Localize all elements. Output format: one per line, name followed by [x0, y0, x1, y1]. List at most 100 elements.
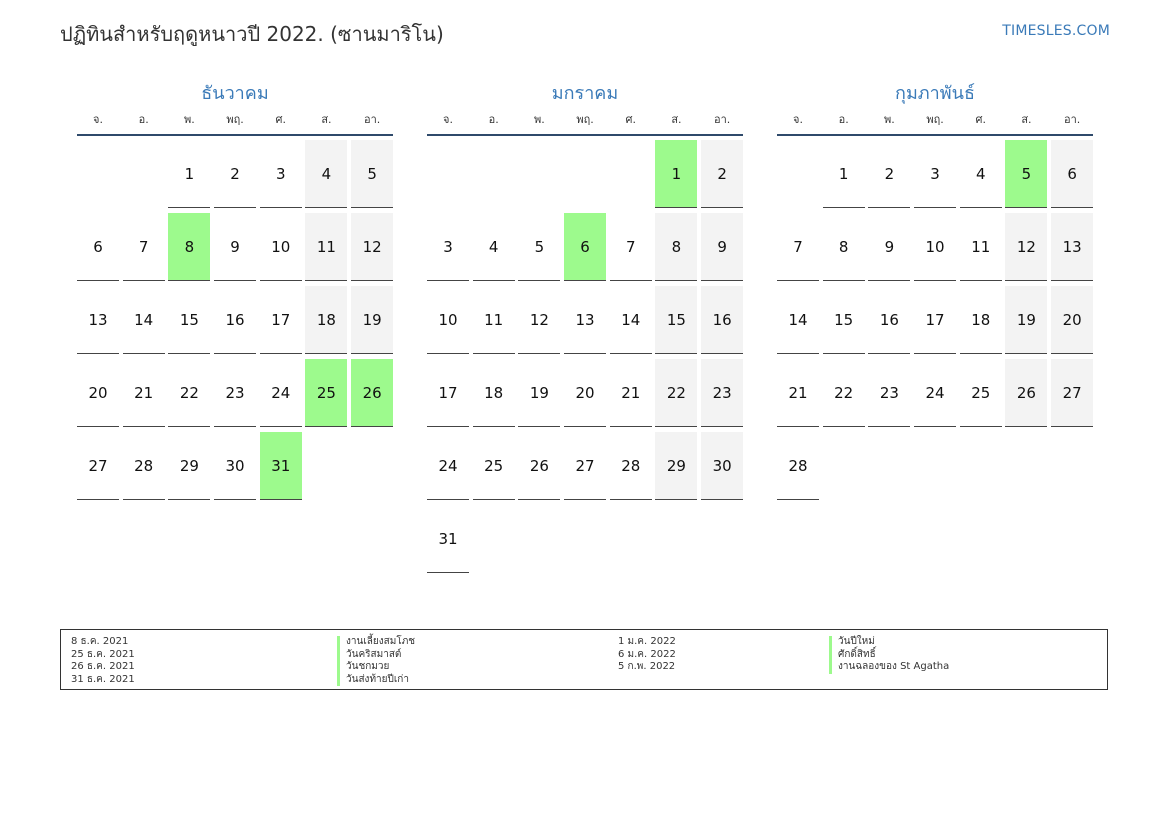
- day-cell[interactable]: 25: [472, 432, 515, 500]
- legend-holiday-name: ศักดิ์สิทธิ์: [829, 648, 949, 661]
- day-cell[interactable]: 8: [822, 213, 865, 281]
- day-cell[interactable]: 25: [959, 359, 1002, 427]
- holiday-day-cell[interactable]: 8: [168, 213, 211, 281]
- day-cell[interactable]: 23: [701, 359, 744, 427]
- day-cell[interactable]: 10: [914, 213, 957, 281]
- day-cell[interactable]: 17: [259, 286, 302, 354]
- day-cell[interactable]: 13: [1051, 213, 1094, 281]
- brand-link[interactable]: TIMESLES.COM: [1002, 23, 1110, 39]
- day-cell[interactable]: 9: [701, 213, 744, 281]
- day-cell[interactable]: 16: [214, 286, 257, 354]
- day-cell[interactable]: 9: [214, 213, 257, 281]
- day-cell[interactable]: 29: [168, 432, 211, 500]
- day-cell[interactable]: 15: [168, 286, 211, 354]
- day-cell[interactable]: 2: [701, 140, 744, 208]
- day-cell[interactable]: 29: [655, 432, 698, 500]
- day-cell[interactable]: 2: [214, 140, 257, 208]
- weekday-label: ส.: [671, 113, 682, 126]
- day-cell[interactable]: 3: [427, 213, 469, 281]
- legend-holiday-date: 1 ม.ค. 2022: [618, 636, 676, 647]
- day-cell[interactable]: 22: [655, 359, 698, 427]
- empty-cell: [518, 140, 560, 208]
- day-cell[interactable]: 17: [914, 286, 957, 354]
- day-cell[interactable]: 13: [77, 286, 119, 354]
- day-cell[interactable]: 5: [518, 213, 561, 281]
- day-cell[interactable]: 12: [518, 286, 561, 354]
- day-cell[interactable]: 3: [259, 140, 302, 208]
- day-cell[interactable]: 30: [214, 432, 257, 500]
- day-cell[interactable]: 22: [822, 359, 865, 427]
- day-cell[interactable]: 9: [868, 213, 911, 281]
- day-cell[interactable]: 28: [609, 432, 652, 500]
- day-cell[interactable]: 2: [868, 140, 911, 208]
- day-cell[interactable]: 30: [701, 432, 744, 500]
- day-cell[interactable]: 4: [472, 213, 515, 281]
- day-cell[interactable]: 11: [472, 286, 515, 354]
- day-cell[interactable]: 20: [77, 359, 119, 427]
- day-cell[interactable]: 23: [868, 359, 911, 427]
- empty-cell: [473, 140, 515, 208]
- day-cell[interactable]: 28: [777, 432, 819, 500]
- day-cell[interactable]: 17: [427, 359, 469, 427]
- day-cell[interactable]: 15: [822, 286, 865, 354]
- holiday-day-cell[interactable]: 6: [564, 213, 607, 281]
- day-cell[interactable]: 1: [168, 140, 211, 208]
- legend-names-right: วันปีใหม่ ศักดิ์สิทธิ์ งานฉลองของ St Agath…: [829, 636, 949, 674]
- day-cell[interactable]: 18: [959, 286, 1002, 354]
- day-cell[interactable]: 1: [822, 140, 865, 208]
- day-cell[interactable]: 15: [655, 286, 698, 354]
- day-cell[interactable]: 12: [1005, 213, 1048, 281]
- day-cell[interactable]: 11: [959, 213, 1002, 281]
- day-cell[interactable]: 31: [427, 505, 469, 573]
- day-cell[interactable]: 12: [351, 213, 394, 281]
- day-cell[interactable]: 28: [122, 432, 165, 500]
- day-cell[interactable]: 19: [1005, 286, 1048, 354]
- day-cell[interactable]: 27: [1051, 359, 1094, 427]
- day-cell[interactable]: 4: [305, 140, 348, 208]
- day-cell[interactable]: 5: [351, 140, 394, 208]
- day-cell[interactable]: 13: [564, 286, 607, 354]
- holiday-day-cell[interactable]: 26: [351, 359, 394, 427]
- day-cell[interactable]: 11: [305, 213, 348, 281]
- day-cell[interactable]: 24: [914, 359, 957, 427]
- day-cell[interactable]: 20: [1051, 286, 1094, 354]
- day-cell[interactable]: 19: [351, 286, 394, 354]
- day-cell[interactable]: 14: [122, 286, 165, 354]
- holiday-day-cell[interactable]: 1: [655, 140, 698, 208]
- day-cell[interactable]: 20: [564, 359, 607, 427]
- day-cell[interactable]: 22: [168, 359, 211, 427]
- day-cell[interactable]: 27: [564, 432, 607, 500]
- day-cell[interactable]: 8: [655, 213, 698, 281]
- day-cell[interactable]: 16: [868, 286, 911, 354]
- day-cell[interactable]: 14: [609, 286, 652, 354]
- day-cell[interactable]: 21: [777, 359, 819, 427]
- day-cell[interactable]: 21: [122, 359, 165, 427]
- day-cell[interactable]: 24: [259, 359, 302, 427]
- day-cell[interactable]: 3: [914, 140, 957, 208]
- day-cell[interactable]: 21: [609, 359, 652, 427]
- weekday-label: ศ.: [625, 113, 636, 126]
- day-cell[interactable]: 18: [305, 286, 348, 354]
- holiday-day-cell[interactable]: 25: [305, 359, 348, 427]
- day-cell[interactable]: 7: [122, 213, 165, 281]
- day-cell[interactable]: 18: [472, 359, 515, 427]
- day-cell[interactable]: 7: [609, 213, 652, 281]
- day-cell[interactable]: 6: [1051, 140, 1094, 208]
- day-cell[interactable]: 19: [518, 359, 561, 427]
- day-cell[interactable]: 7: [777, 213, 819, 281]
- day-grid: 1 2 3 4 5 6 7 8 9 10 11 12 13 14 15 16 17 18 19 20 21 22 23 24 2…: [777, 140, 1094, 500]
- holiday-day-cell[interactable]: 31: [259, 432, 302, 500]
- day-cell[interactable]: 16: [701, 286, 744, 354]
- day-cell[interactable]: 4: [959, 140, 1002, 208]
- day-cell[interactable]: 24: [427, 432, 469, 500]
- day-cell[interactable]: 27: [77, 432, 119, 500]
- day-cell[interactable]: 23: [214, 359, 257, 427]
- day-cell[interactable]: 14: [777, 286, 819, 354]
- day-cell[interactable]: 10: [427, 286, 469, 354]
- holiday-day-cell[interactable]: 5: [1005, 140, 1048, 208]
- day-cell[interactable]: 26: [1005, 359, 1048, 427]
- day-cell[interactable]: 10: [259, 213, 302, 281]
- day-cell[interactable]: 26: [518, 432, 561, 500]
- month-february: กุมภาพันธ์ จ. อ. พ. พฤ. ศ. ส. อา. 1 2 3 4 5 6 7 8 9 10 1…: [777, 82, 1094, 500]
- day-cell[interactable]: 6: [77, 213, 119, 281]
